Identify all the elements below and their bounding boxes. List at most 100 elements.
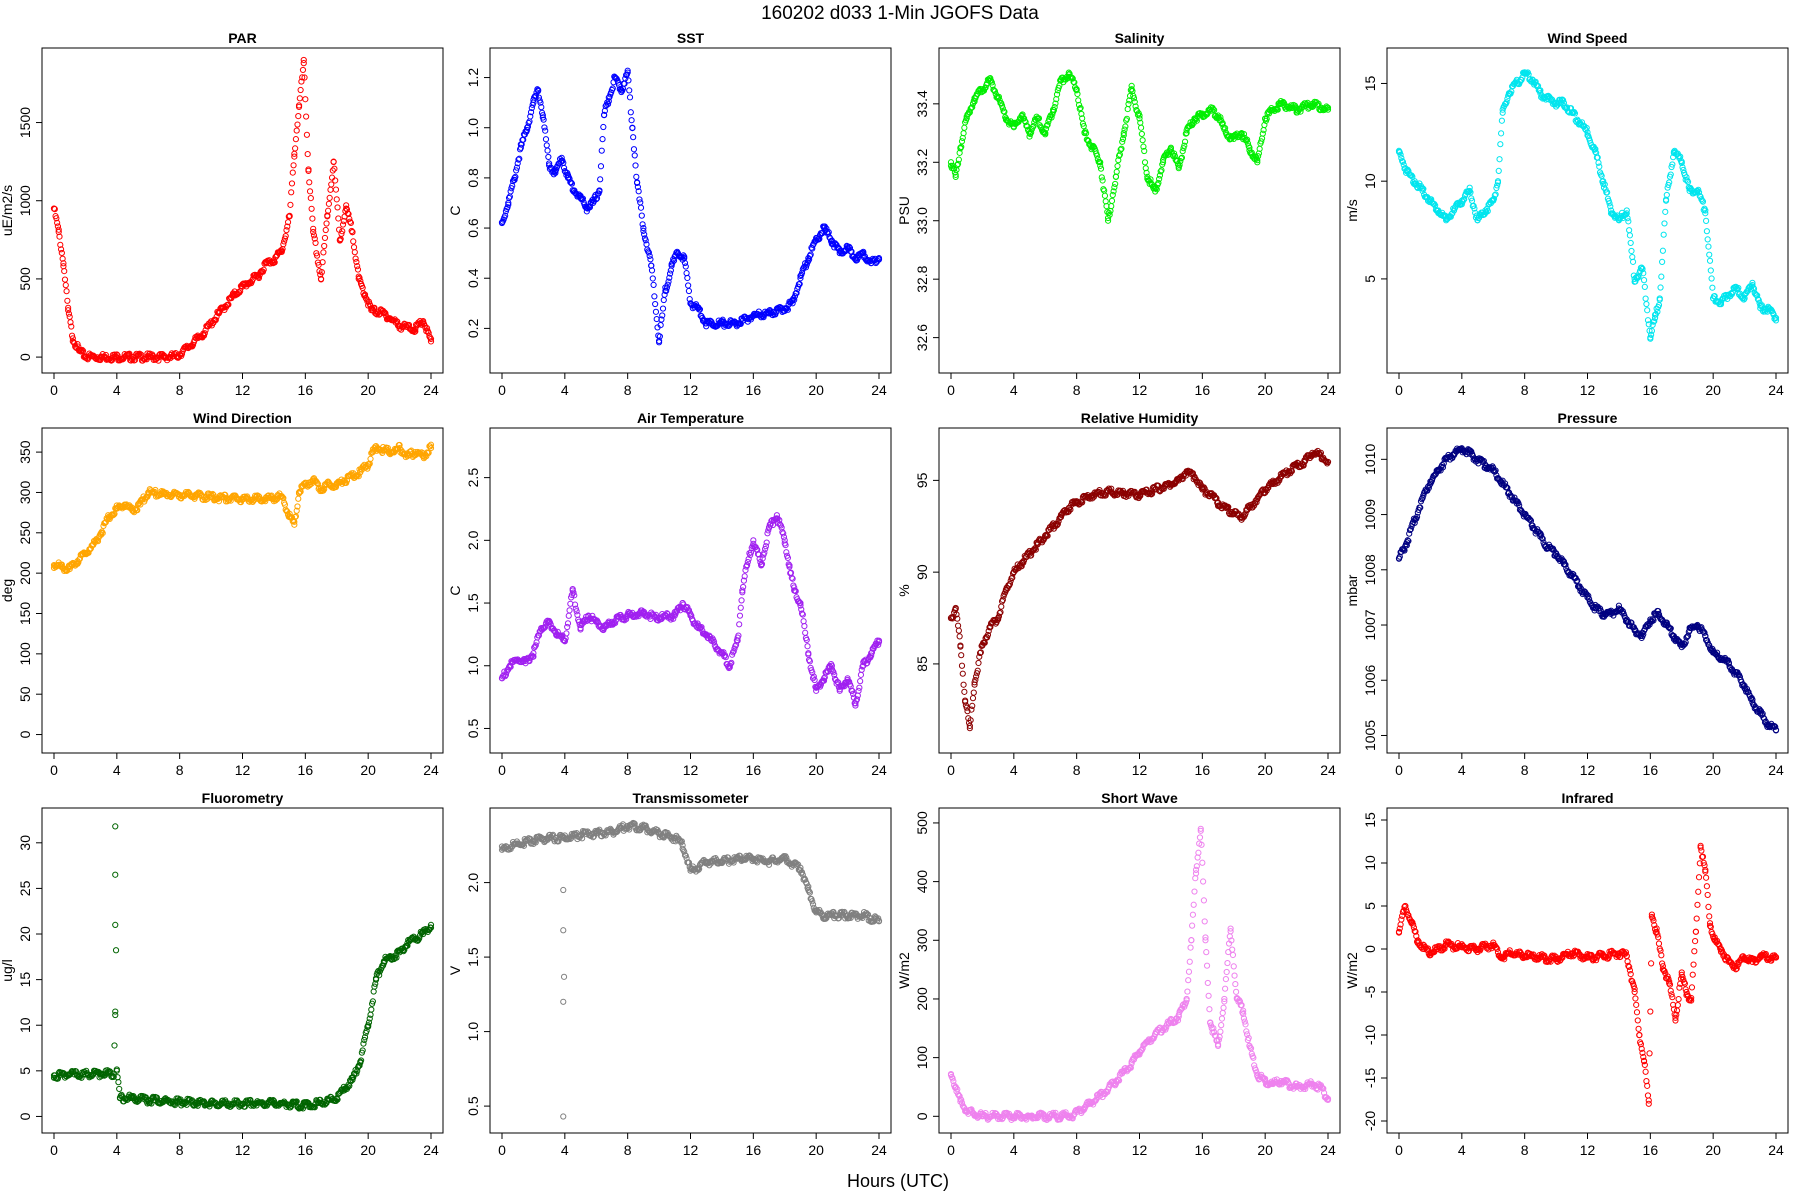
x-tick-label: 8 — [1073, 762, 1081, 778]
data-point — [1120, 129, 1127, 137]
trace-point — [970, 689, 977, 696]
trace-point — [598, 147, 605, 154]
trace-point — [1019, 111, 1026, 118]
trace-point — [1037, 123, 1044, 130]
trace-point — [1660, 231, 1667, 238]
y-tick-label: 20 — [17, 926, 33, 942]
y-tick-label: 1500 — [17, 107, 33, 138]
trace-point — [1068, 74, 1076, 81]
trace-point — [637, 204, 645, 211]
data-trace — [50, 924, 435, 1112]
y-tick-label: 350 — [17, 440, 33, 464]
x-tick-label: 8 — [624, 762, 632, 778]
trace-point — [125, 351, 132, 358]
trace-point — [574, 611, 581, 619]
trace-point — [301, 74, 308, 81]
y-axis-label: uE/m2/s — [0, 185, 15, 236]
trace-point — [323, 220, 330, 227]
x-tick-label: 4 — [113, 382, 121, 398]
trace-point — [971, 98, 978, 105]
trace-point — [626, 94, 634, 101]
trace-point — [351, 249, 358, 256]
trace-point — [504, 204, 511, 211]
y-tick-label: 0.5 — [465, 719, 481, 739]
trace-point — [667, 267, 674, 274]
trace-point — [685, 287, 693, 295]
data-point — [797, 275, 804, 282]
data-point — [1104, 217, 1112, 224]
trace-point — [58, 249, 65, 257]
trace-point — [527, 113, 534, 120]
y-tick-label: 0 — [17, 1112, 33, 1120]
trace-point — [532, 92, 539, 100]
trace-point — [664, 281, 671, 288]
trace-point — [991, 88, 999, 95]
trace-point — [1117, 146, 1124, 153]
trace-point — [684, 274, 691, 282]
trace-point — [1111, 184, 1118, 191]
trace-point — [295, 102, 303, 109]
trace-point — [624, 67, 631, 74]
trace-point — [332, 177, 339, 184]
trace-point — [1153, 186, 1160, 193]
panel-title: Pressure — [1558, 410, 1618, 426]
trace-point — [312, 239, 319, 247]
trace-point — [1627, 239, 1634, 247]
panel-title: Air Temperature — [637, 410, 744, 426]
y-tick-label: 5 — [1362, 275, 1378, 283]
trace-point — [541, 124, 548, 131]
trace-point — [1498, 130, 1505, 137]
trace-point — [1075, 101, 1083, 109]
trace-point — [1119, 135, 1127, 142]
data-points — [1395, 445, 1780, 734]
trace-point — [954, 160, 962, 167]
trace-point — [1704, 236, 1711, 243]
trace-point — [515, 156, 522, 163]
y-tick-label: 32.6 — [914, 324, 930, 351]
trace-point — [304, 150, 311, 158]
trace-point — [65, 310, 73, 317]
trace-point — [311, 235, 318, 242]
data-point — [640, 224, 647, 232]
x-tick-label: 4 — [113, 1142, 121, 1158]
trace-point — [349, 229, 356, 236]
trace-point — [1703, 228, 1710, 235]
trace-point — [1053, 91, 1061, 98]
trace-point — [783, 549, 790, 556]
y-tick-label: 33.2 — [914, 148, 930, 175]
trace-point — [1099, 177, 1106, 184]
data-trace — [498, 67, 883, 346]
trace-point — [996, 97, 1003, 104]
trace-point — [605, 98, 612, 105]
trace-point — [285, 213, 292, 220]
x-tick-label: 20 — [360, 382, 376, 398]
trace-point — [272, 253, 279, 261]
trace-point — [59, 255, 66, 262]
data-point — [65, 307, 72, 314]
trace-point — [513, 167, 520, 174]
x-tick-label: 4 — [1010, 382, 1018, 398]
trace-point — [347, 218, 354, 225]
data-trace — [947, 69, 1332, 222]
trace-point — [1035, 115, 1043, 122]
trace-point — [1073, 87, 1080, 94]
trace-point — [320, 249, 327, 256]
trace-point — [507, 188, 514, 195]
x-tick-label: 8 — [1521, 382, 1529, 398]
trace-point — [875, 256, 883, 263]
trace-point — [116, 1085, 123, 1093]
data-point — [300, 60, 307, 67]
trace-point — [1097, 165, 1105, 172]
trace-point — [77, 348, 84, 355]
x-tick-label: 24 — [1768, 382, 1784, 398]
trace-point — [1097, 162, 1104, 169]
trace-point — [553, 166, 560, 173]
trace-point — [260, 266, 267, 273]
figure-title: 160202 d033 1-Min JGOFS Data — [761, 3, 1039, 24]
x-tick-label: 24 — [1320, 762, 1336, 778]
trace-point — [1083, 136, 1090, 143]
trace-point — [969, 104, 976, 111]
trace-point — [1136, 112, 1143, 119]
